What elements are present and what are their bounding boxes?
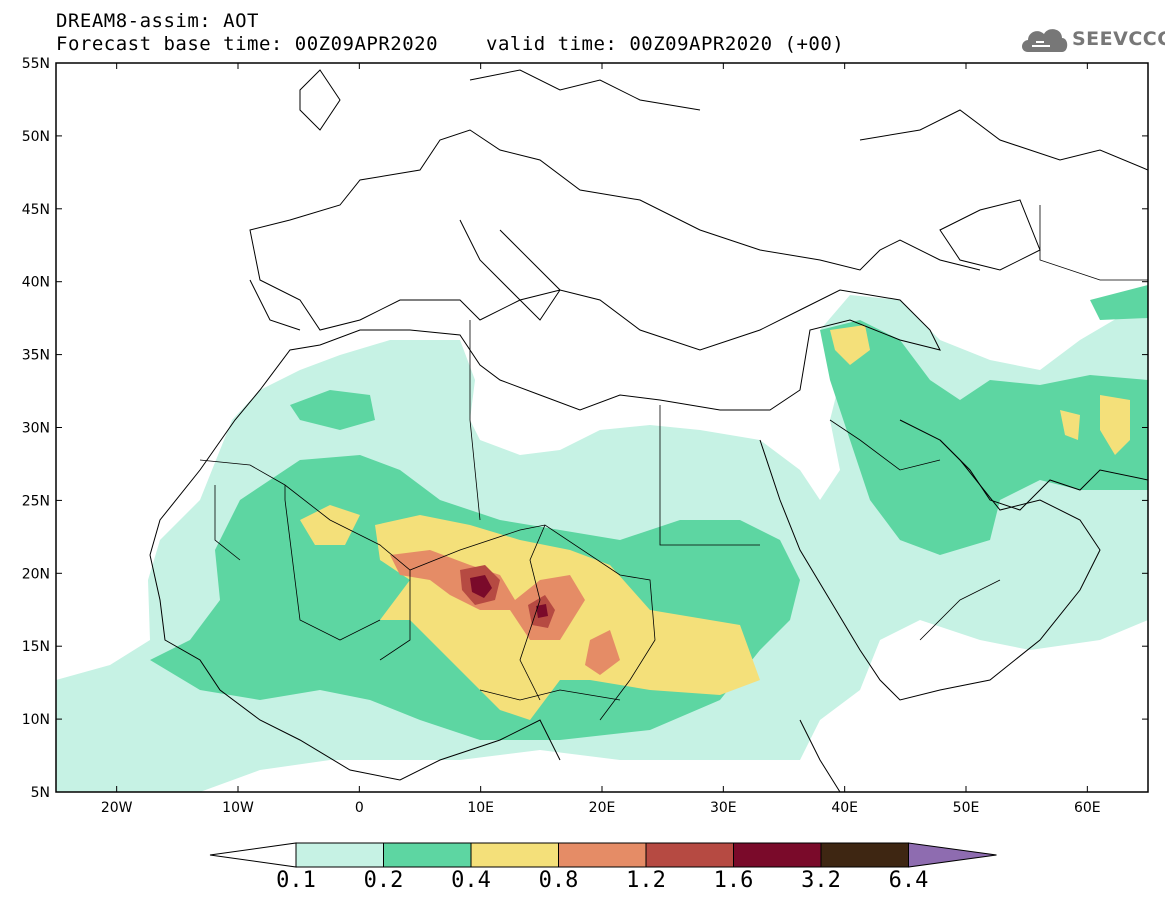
colorbar-box	[733, 842, 822, 868]
colorbar-label: 0.4	[451, 868, 491, 893]
country-borders	[199, 205, 1148, 721]
colorbar-min-arrow	[209, 842, 297, 868]
lat-tick-label: 20N	[22, 566, 50, 582]
map-subtitle: Forecast base time: 00Z09APR2020 valid ti…	[56, 33, 844, 55]
aot-contour-1.6	[470, 575, 492, 598]
lon-axis: 20W 10W 0 10E 20E 30E 40E 50E 60E	[101, 63, 1101, 816]
colorbar-label: 3.2	[801, 868, 841, 893]
colorbar-box	[645, 842, 734, 868]
colorbar-label: 1.6	[713, 868, 754, 893]
lon-tick-label: 60E	[1074, 800, 1101, 816]
aot-contour-0.4	[1100, 395, 1130, 455]
lat-tick-label: 35N	[22, 348, 50, 364]
aot-contour-0.2	[820, 320, 1148, 555]
colorbar-box	[470, 842, 559, 868]
cloud-icon	[1022, 29, 1068, 52]
lon-tick-label: 30E	[710, 800, 737, 816]
colorbar-label: 0.8	[538, 868, 579, 893]
colorbar-label: 1.2	[626, 868, 666, 893]
seevccc-logo: SEEVCCC	[1018, 22, 1165, 56]
base-time-label: Forecast base time: 00Z09APR2020	[56, 33, 439, 55]
lat-tick-label: 55N	[22, 56, 50, 72]
colorbar-label: 0.1	[276, 868, 316, 893]
lon-tick-label: 20W	[101, 800, 133, 816]
lon-tick-label: 20E	[589, 800, 616, 816]
aot-contour-0.4	[830, 325, 870, 365]
logo-text: SEEVCCC	[1072, 28, 1165, 50]
lat-tick-label: 10N	[22, 712, 50, 728]
colorbar-max-arrow	[908, 842, 997, 868]
aot-contour-0.2	[1090, 285, 1148, 320]
colorbar-box	[383, 842, 472, 868]
aot-contour-1.6	[536, 604, 548, 618]
lon-tick-label: 10W	[222, 800, 254, 816]
lat-axis: 55N 50N 45N 40N 35N 30N 25N 20N 15N 10N 5N	[22, 56, 1148, 801]
colorbar-box	[295, 842, 384, 868]
lat-tick-label: 25N	[22, 493, 50, 509]
aot-contour-0.8	[585, 630, 620, 675]
aot-contour-0.4	[300, 505, 360, 545]
lat-tick-label: 5N	[31, 785, 50, 801]
lon-tick-label: 50E	[953, 800, 980, 816]
lon-tick-label: 0	[355, 800, 364, 816]
map-title: DREAM8-assim: AOT	[56, 10, 259, 32]
lat-tick-label: 15N	[22, 639, 50, 655]
lat-tick-label: 50N	[22, 129, 50, 145]
valid-time-label: valid time: 00Z09APR2020 (+00)	[486, 33, 845, 55]
colorbar-label: 6.4	[888, 868, 929, 893]
lat-tick-label: 40N	[22, 275, 50, 291]
lon-tick-label: 10E	[467, 800, 494, 816]
lat-tick-label: 30N	[22, 421, 50, 437]
aot-contour-0.2	[290, 390, 375, 430]
lat-tick-label: 45N	[22, 202, 50, 218]
lon-tick-label: 40E	[831, 800, 858, 816]
colorbar-box	[558, 842, 647, 868]
colorbar-label: 0.2	[363, 868, 404, 893]
aot-contour-0.4	[1060, 410, 1080, 440]
colorbar-box	[820, 842, 909, 868]
coastlines	[149, 69, 1148, 792]
